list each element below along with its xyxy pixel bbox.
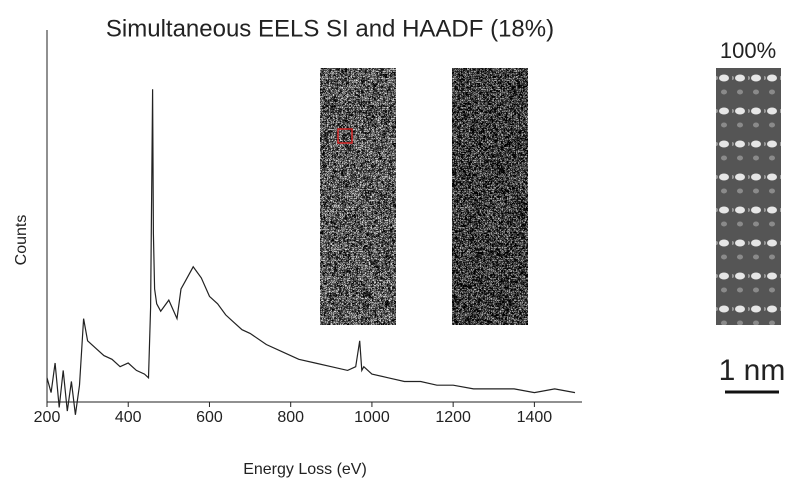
chart-title: Simultaneous EELS SI and HAADF (18%) (106, 15, 554, 42)
x-tick-label: 1200 (435, 409, 471, 426)
haadf-reference (716, 68, 781, 325)
roi-box (337, 128, 353, 144)
percent-label: 100% (720, 38, 776, 63)
x-tick-label: 400 (115, 409, 142, 426)
x-tick-label: 200 (34, 409, 61, 426)
spectrum-line (46, 89, 576, 415)
scale-label: 1 nm (719, 354, 786, 387)
x-tick-label: 600 (196, 409, 223, 426)
y-axis-label: Counts (13, 215, 30, 266)
x-tick-label: 800 (277, 409, 304, 426)
x-axis-label: Energy Loss (eV) (243, 461, 367, 478)
plot-area: 200 400 600 800 1000 1200 1400 (34, 30, 582, 426)
eels-map-noise (320, 68, 396, 325)
x-tick-label: 1000 (354, 409, 390, 426)
haadf-map-noise (452, 68, 528, 325)
x-tick-label: 1400 (517, 409, 553, 426)
